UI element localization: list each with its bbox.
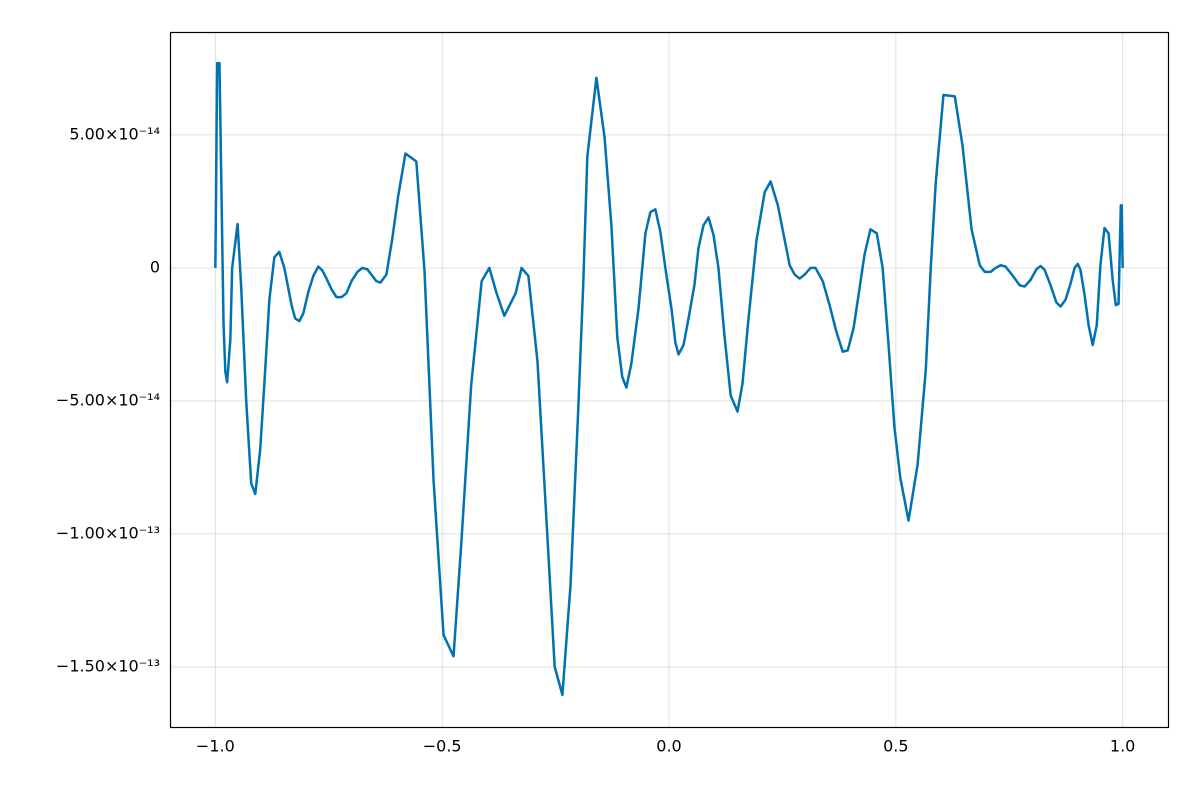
y-tick-label: 0 (150, 257, 160, 276)
y-tick-label: −1.50×10⁻¹³ (56, 656, 160, 675)
x-tick-label: 1.0 (1110, 737, 1135, 756)
plot-area (214, 61, 1124, 697)
data-line (214, 61, 1124, 697)
x-tick-label: 0.5 (883, 737, 908, 756)
y-tick-label: 5.00×10⁻¹⁴ (69, 124, 160, 143)
y-tick-label: −5.00×10⁻¹⁴ (56, 390, 160, 409)
x-tick-label: 0.0 (656, 737, 681, 756)
axis-frame (169, 31, 1170, 729)
y-tick-label: −1.00×10⁻¹³ (56, 523, 160, 542)
x-tick-label: −1.0 (196, 737, 235, 756)
x-tick-label: −0.5 (423, 737, 462, 756)
